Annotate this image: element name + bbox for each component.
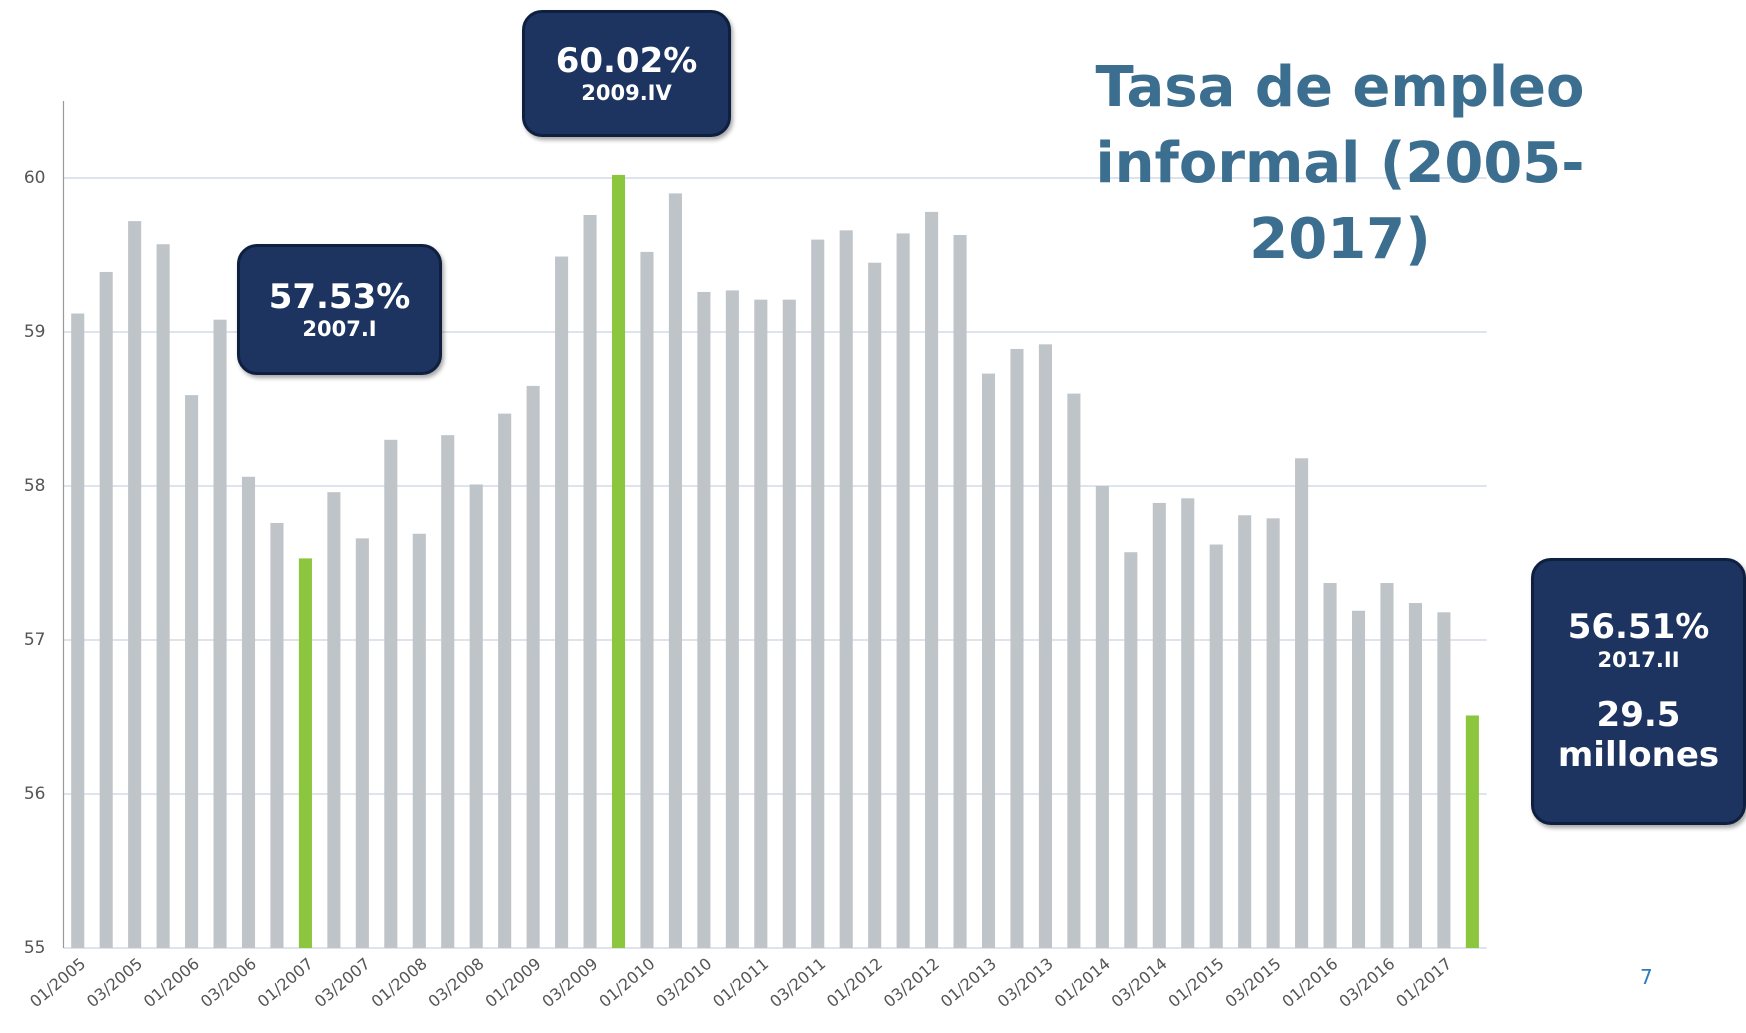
bar: [981, 373, 996, 949]
bar: [185, 395, 199, 948]
annotation-line: millones: [1557, 735, 1720, 776]
bar: [668, 193, 682, 948]
bar: [1067, 393, 1081, 949]
bar: [697, 291, 711, 949]
y-tick-label: 59: [24, 322, 46, 342]
bar: [925, 211, 939, 948]
bar: [1181, 498, 1195, 948]
bar: [1095, 486, 1109, 948]
bar: [355, 538, 369, 948]
bar: [241, 476, 256, 948]
page-number: 7: [1640, 965, 1653, 989]
bar: [213, 319, 227, 948]
x-tick-label: 01/2014: [1051, 954, 1114, 1011]
bar: [1152, 502, 1166, 948]
bar: [1238, 515, 1252, 948]
annotation-line: 56.51%: [1567, 606, 1710, 647]
bar: [1038, 344, 1052, 948]
x-tick-label: 03/2005: [83, 954, 146, 1011]
x-tick-label: 03/2015: [1221, 954, 1284, 1011]
bar: [99, 271, 113, 948]
x-tick-label: 03/2006: [197, 954, 260, 1011]
y-tick-label: 57: [24, 630, 46, 650]
bar: [1351, 610, 1366, 948]
x-tick-label: 03/2011: [766, 954, 829, 1011]
bar: [725, 290, 739, 948]
bar: [1380, 583, 1394, 948]
x-tick-label: 03/2007: [311, 954, 374, 1011]
bar: [298, 558, 312, 948]
bar: [839, 230, 853, 949]
bar: [327, 492, 341, 948]
x-tick-label: 03/2010: [652, 954, 715, 1011]
annotation: 60.02% 2009.IV: [522, 10, 731, 137]
x-tick-label: 01/2013: [937, 954, 1000, 1011]
bar: [156, 244, 170, 949]
bar: [896, 233, 910, 948]
annotation: 57.53% 2007.I: [237, 244, 442, 375]
bar: [782, 299, 796, 948]
bar: [1124, 552, 1138, 948]
bar: [1437, 612, 1451, 948]
y-tick-label: 58: [24, 476, 46, 496]
x-tick-label: 01/2005: [26, 954, 89, 1011]
bar: [441, 435, 455, 948]
bar: [555, 256, 569, 948]
bar: [868, 262, 882, 948]
x-tick-label: 03/2012: [880, 954, 943, 1011]
x-tick-label: 01/2017: [1392, 954, 1455, 1011]
bar: [1010, 348, 1024, 948]
chart-title: Tasa de empleo informal (2005-2017): [1095, 55, 1585, 272]
bar: [384, 439, 398, 948]
annotation-line: 2007.I: [302, 317, 377, 342]
bar: [953, 234, 967, 949]
x-tick-label: 03/2013: [994, 954, 1057, 1011]
annotation-line: 60.02%: [555, 40, 698, 81]
bar: [640, 251, 654, 949]
annotation-line: 57.53%: [268, 276, 411, 317]
bar: [1209, 544, 1223, 948]
bar: [1266, 518, 1280, 948]
x-tick-label: 03/2014: [1108, 954, 1171, 1011]
bar: [1408, 603, 1422, 948]
annotation-line: 2009.IV: [581, 81, 672, 106]
annotation-line: 2017.II: [1597, 647, 1680, 672]
x-tick-label: 03/2008: [425, 954, 488, 1011]
bar: [412, 533, 426, 948]
x-tick-label: 01/2010: [595, 954, 658, 1011]
bar: [526, 385, 540, 948]
bar: [1295, 458, 1309, 948]
x-tick-label: 01/2012: [823, 954, 886, 1011]
x-tick-label: 01/2009: [481, 954, 544, 1011]
bar: [128, 221, 142, 948]
y-tick-label: 56: [24, 784, 46, 804]
x-tick-label: 01/2008: [368, 954, 431, 1011]
x-tick-label: 03/2009: [538, 954, 601, 1011]
y-tick-label: 55: [24, 938, 46, 958]
bar: [1323, 583, 1337, 948]
bar: [1465, 715, 1479, 948]
x-tick-label: 01/2015: [1165, 954, 1228, 1011]
x-tick-label: 01/2006: [140, 954, 203, 1011]
y-tick-label: 60: [24, 168, 46, 188]
bar: [811, 239, 825, 949]
annotation: 56.51% 2017.II 29.5 millones: [1531, 558, 1746, 825]
bar: [754, 299, 768, 948]
bar: [583, 214, 597, 948]
x-tick-label: 01/2011: [709, 954, 772, 1011]
x-tick-label: 01/2016: [1278, 954, 1341, 1011]
bar: [611, 174, 626, 949]
annotation-line: 29.5: [1596, 694, 1681, 735]
bar: [469, 484, 483, 948]
bar: [498, 413, 512, 948]
x-tick-label: 03/2016: [1335, 954, 1398, 1011]
bar: [71, 313, 85, 948]
x-tick-label: 01/2007: [254, 954, 317, 1011]
bar: [270, 522, 284, 948]
